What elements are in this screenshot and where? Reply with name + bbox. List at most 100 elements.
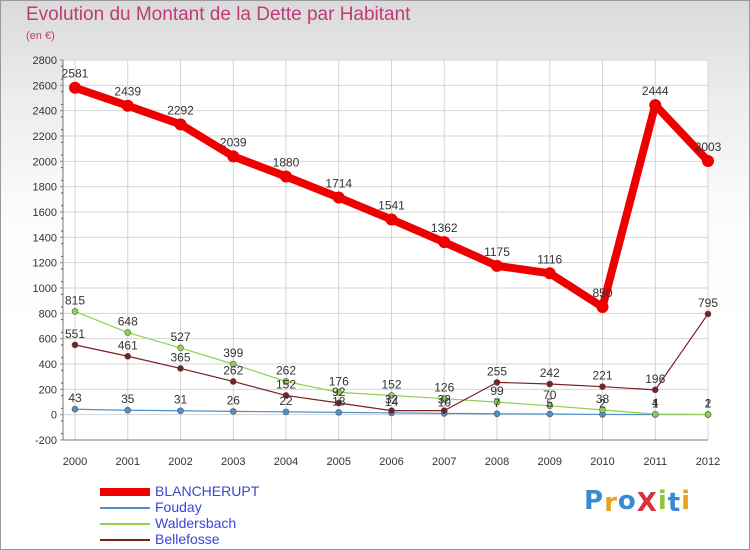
- y-tick-label: 1800: [33, 182, 57, 194]
- logo-letter: i: [681, 486, 692, 516]
- data-label-fouday: 14: [385, 395, 399, 409]
- data-point-waldersbach: [124, 329, 132, 336]
- data-point-bellefosse: [282, 392, 290, 399]
- y-tick-label: 200: [39, 384, 57, 396]
- data-label-fouday: 18: [332, 394, 346, 408]
- data-label-waldersbach: 815: [65, 293, 85, 307]
- data-point-blancherupt: [649, 99, 662, 112]
- data-point-blancherupt: [491, 259, 503, 272]
- data-label-blancherupt: 1175: [484, 245, 510, 259]
- data-point-waldersbach: [493, 398, 501, 406]
- data-label-fouday: 1: [652, 397, 659, 411]
- data-point-waldersbach: [177, 344, 184, 352]
- data-label-blancherupt: 2003: [695, 140, 722, 154]
- y-tick-label: 2000: [33, 156, 57, 168]
- data-point-bellefosse: [335, 399, 343, 407]
- data-label-waldersbach: 262: [276, 363, 296, 377]
- data-label-blancherupt: 1362: [431, 221, 458, 235]
- y-tick-label: 1000: [33, 283, 57, 295]
- data-point-bellefosse: [493, 379, 501, 386]
- proxiti-logo: ProXiti: [584, 486, 692, 518]
- data-point-fouday: [282, 408, 290, 416]
- legend-swatch-bellefosse: [100, 539, 150, 541]
- data-label-bellefosse: 152: [276, 377, 296, 391]
- x-tick-label: 2002: [168, 456, 192, 468]
- data-label-bellefosse: 196: [645, 372, 665, 386]
- data-label-fouday: 35: [121, 392, 135, 406]
- data-label-blancherupt: 2444: [642, 84, 669, 98]
- data-point-fouday: [229, 408, 237, 415]
- x-tick-label: 2003: [221, 456, 245, 468]
- data-point-waldersbach: [229, 360, 237, 368]
- data-label-blancherupt: 2581: [62, 67, 89, 81]
- data-point-bellefosse: [599, 383, 606, 390]
- data-label-blancherupt: 1880: [273, 156, 300, 170]
- data-label-fouday: 7: [494, 396, 501, 410]
- data-label-waldersbach: 70: [543, 388, 557, 402]
- data-point-blancherupt: [69, 81, 81, 94]
- data-label-bellefosse: 92: [332, 385, 346, 399]
- data-label-bellefosse: 365: [170, 350, 190, 364]
- legend-label-blancherupt: BLANCHERUPT: [155, 483, 260, 499]
- logo-letter: P: [584, 486, 605, 516]
- data-label-fouday: 10: [438, 395, 452, 409]
- y-tick-label: 600: [39, 334, 57, 346]
- legend-label-bellefosse: Bellefosse: [155, 531, 220, 547]
- y-tick-label: 2600: [33, 80, 57, 92]
- chart-title: Evolution du Montant de la Dette par Hab…: [26, 4, 411, 25]
- data-label-blancherupt: 2439: [114, 85, 141, 99]
- data-label-fouday: 26: [227, 393, 241, 407]
- y-tick-label: 2800: [33, 55, 57, 67]
- data-point-bellefosse: [388, 407, 395, 414]
- data-label-waldersbach: 399: [223, 346, 243, 360]
- data-point-bellefosse: [651, 386, 659, 394]
- data-point-waldersbach: [71, 308, 79, 315]
- data-label-waldersbach: 38: [596, 392, 610, 406]
- x-tick-label: 2000: [63, 456, 87, 468]
- data-label-waldersbach: 527: [170, 330, 190, 344]
- data-point-blancherupt: [227, 150, 240, 163]
- legend-item-waldersbach: Waldersbach: [100, 515, 300, 532]
- data-label-waldersbach: 2: [705, 396, 712, 410]
- x-tick-label: 2012: [696, 456, 720, 468]
- legend-item-bellefosse: Bellefosse: [100, 531, 300, 548]
- data-point-blancherupt: [174, 118, 187, 131]
- legend-label-fouday: Fouday: [155, 499, 202, 515]
- legend-item-fouday: Fouday: [100, 499, 300, 516]
- logo-letter: t: [667, 488, 682, 518]
- data-point-fouday: [335, 409, 343, 416]
- logo-letter: r: [604, 488, 618, 518]
- y-tick-label: 2200: [33, 131, 57, 143]
- data-label-waldersbach: 4: [652, 396, 659, 410]
- data-label-bellefosse: 32: [385, 393, 399, 407]
- data-label-fouday: 2: [599, 396, 606, 410]
- data-point-waldersbach: [282, 378, 290, 385]
- data-point-waldersbach: [440, 395, 448, 403]
- data-point-blancherupt: [702, 154, 714, 167]
- y-tick-label: 1200: [33, 258, 57, 270]
- data-point-bellefosse: [229, 378, 237, 385]
- logo-letter: X: [636, 488, 658, 518]
- data-label-fouday: 43: [68, 391, 82, 405]
- y-tick-label: 800: [39, 308, 57, 320]
- y-tick-label: 1600: [33, 207, 57, 219]
- data-point-waldersbach: [599, 406, 606, 414]
- data-label-bellefosse: 255: [487, 364, 507, 378]
- data-label-bellefosse: 262: [223, 363, 243, 377]
- data-point-fouday: [124, 406, 132, 414]
- legend-item-blancherupt: BLANCHERUPT: [100, 483, 300, 500]
- y-tick-label: 0: [51, 410, 57, 422]
- y-tick-label: 1400: [33, 232, 57, 244]
- data-point-fouday: [177, 407, 184, 415]
- y-tick-label: 2400: [33, 106, 57, 118]
- x-tick-label: 2001: [116, 456, 140, 468]
- x-tick-label: 2006: [379, 456, 403, 468]
- data-point-bellefosse: [124, 352, 132, 360]
- x-tick-label: 2009: [538, 456, 562, 468]
- data-point-bellefosse: [71, 341, 79, 349]
- legend-swatch-fouday: [100, 507, 150, 509]
- y-tick-label: -200: [35, 435, 57, 447]
- data-point-fouday: [71, 405, 79, 413]
- data-point-fouday: [493, 410, 501, 418]
